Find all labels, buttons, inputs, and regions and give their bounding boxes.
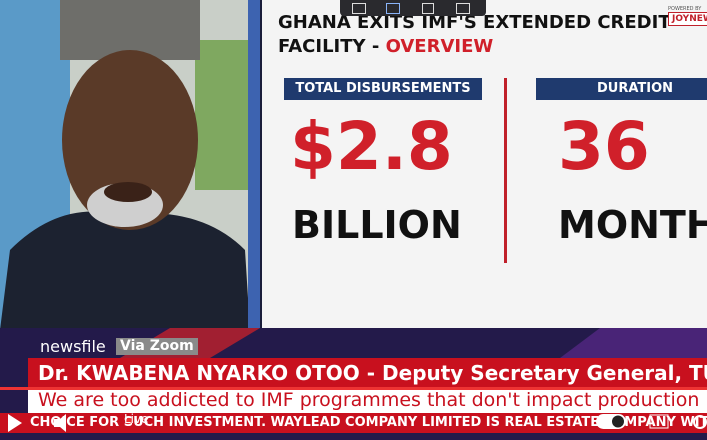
name-banner xyxy=(28,358,707,388)
stat-label: DURATION xyxy=(536,78,707,100)
show-name: newsfile xyxy=(40,337,106,356)
icon-button[interactable] xyxy=(422,3,434,14)
stat-label: TOTAL DISBURSEMENTS xyxy=(284,78,482,100)
volume-button[interactable] xyxy=(54,414,66,432)
play-button[interactable] xyxy=(8,414,22,432)
source-tag: Via Zoom xyxy=(116,338,198,355)
ticker: CHOICE FOR SUCH INVESTMENT. WAYLEAD COMP… xyxy=(30,415,707,430)
logo-caption: POWERED BY xyxy=(668,6,702,12)
icon-button[interactable] xyxy=(386,3,400,14)
logo: JOYNEWS xyxy=(668,12,707,26)
stat-figure: 36 xyxy=(558,108,650,185)
settings-button[interactable] xyxy=(693,415,707,429)
divider xyxy=(504,78,507,263)
cc-button[interactable] xyxy=(649,414,669,429)
icon-button[interactable] xyxy=(352,3,366,14)
ticker-bar xyxy=(0,413,707,433)
toolbar xyxy=(340,0,486,16)
graphic-title: GHANA EXITS IMF'S EXTENDED CREDIT xyxy=(278,12,671,33)
player-controls xyxy=(8,414,707,432)
stat-unit: BILLION xyxy=(292,203,462,247)
live-label: Live xyxy=(124,412,149,426)
toggle-knob xyxy=(612,415,624,428)
speaker-name: Dr. KWABENA NYARKO OTOO - Deputy Secreta… xyxy=(38,361,707,385)
infographic xyxy=(262,0,707,328)
graphic-title: FACILITY - OVERVIEW xyxy=(278,36,493,57)
video-feed xyxy=(0,0,260,330)
quote: We are too addicted to IMF programmes th… xyxy=(38,389,700,411)
stat-unit: MONTHS xyxy=(558,203,707,247)
title-highlight: OVERVIEW xyxy=(385,36,494,57)
progress-bar xyxy=(0,387,707,390)
live-dot xyxy=(126,418,132,424)
quote-bar xyxy=(28,388,707,413)
title-text: FACILITY - xyxy=(278,36,386,57)
icon-button[interactable] xyxy=(456,3,470,14)
stat-figure: $2.8 xyxy=(290,108,453,185)
